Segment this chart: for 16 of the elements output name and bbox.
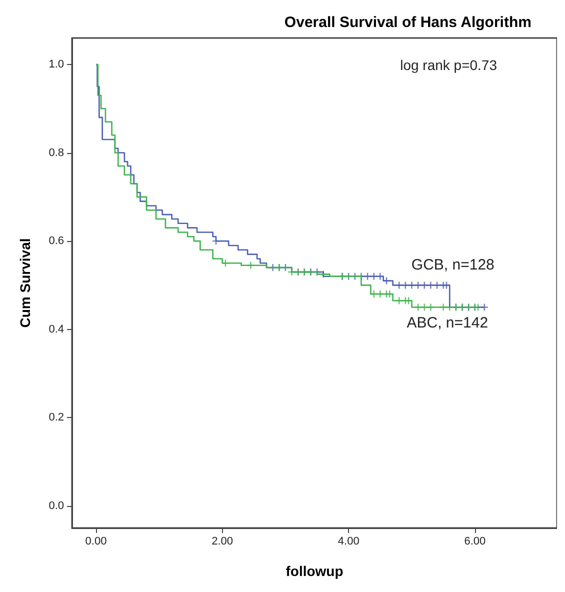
- x-axis-title: followup: [286, 563, 344, 579]
- y-tick-label: 1.0: [48, 58, 64, 70]
- series-label: ABC, n=142: [406, 314, 488, 332]
- x-tick-label: 0.00: [85, 536, 107, 548]
- y-tick-label: 0.2: [48, 412, 64, 424]
- y-tick-label: 0.6: [48, 235, 64, 248]
- chart-title: Overall Survival of Hans Algorithm: [284, 14, 532, 31]
- y-tick-label: 0.8: [48, 146, 64, 159]
- x-tick-label: 4.00: [338, 536, 360, 548]
- annotation: log rank p=0.73: [400, 57, 498, 73]
- y-axis-title: Cum Survival: [17, 238, 33, 328]
- x-tick-label: 6.00: [464, 536, 486, 548]
- series-label: GCB, n=128: [411, 256, 494, 274]
- x-tick-label: 2.00: [212, 536, 234, 548]
- y-tick-label: 0.0: [48, 500, 64, 512]
- y-tick-label: 0.4: [48, 323, 64, 336]
